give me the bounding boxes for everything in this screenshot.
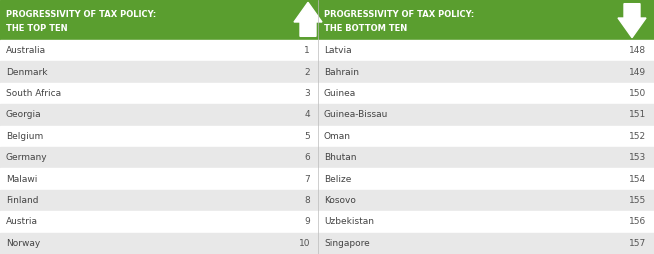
Bar: [0, 125, 318, 147]
Text: PROGRESSIVITY OF TAX POLICY:: PROGRESSIVITY OF TAX POLICY:: [6, 10, 156, 19]
Bar: [318, 190, 654, 211]
Text: 9: 9: [304, 217, 310, 226]
Bar: [0, 40, 318, 61]
Text: Belgium: Belgium: [6, 132, 43, 141]
Text: 8: 8: [304, 196, 310, 205]
Text: 6: 6: [304, 153, 310, 162]
Text: 148: 148: [629, 46, 646, 55]
Text: 149: 149: [629, 68, 646, 77]
Text: Uzbekistan: Uzbekistan: [324, 217, 374, 226]
Polygon shape: [618, 4, 646, 38]
Text: Guinea-Bissau: Guinea-Bissau: [324, 110, 388, 119]
Bar: [318, 147, 654, 168]
Bar: [318, 61, 654, 83]
Text: Singapore: Singapore: [324, 239, 370, 248]
Text: 4: 4: [304, 110, 310, 119]
Text: Denmark: Denmark: [6, 68, 48, 77]
Bar: [0, 211, 318, 233]
Bar: [0, 147, 318, 168]
Text: 155: 155: [628, 196, 646, 205]
Text: Guinea: Guinea: [324, 89, 356, 98]
Bar: [318, 168, 654, 190]
Text: Kosovo: Kosovo: [324, 196, 356, 205]
Text: 2: 2: [304, 68, 310, 77]
Bar: [0, 168, 318, 190]
Text: Germany: Germany: [6, 153, 48, 162]
Bar: [318, 233, 654, 254]
Text: Oman: Oman: [324, 132, 351, 141]
Bar: [0, 61, 318, 83]
Text: 154: 154: [629, 174, 646, 184]
Text: 1: 1: [304, 46, 310, 55]
Bar: [0, 190, 318, 211]
Text: Belize: Belize: [324, 174, 351, 184]
Bar: [318, 125, 654, 147]
Bar: [0, 0, 318, 40]
Text: Norway: Norway: [6, 239, 41, 248]
Text: THE BOTTOM TEN: THE BOTTOM TEN: [324, 24, 407, 33]
Bar: [0, 83, 318, 104]
Text: 3: 3: [304, 89, 310, 98]
Text: Malawi: Malawi: [6, 174, 37, 184]
Bar: [318, 104, 654, 125]
Bar: [0, 104, 318, 125]
Text: Australia: Australia: [6, 46, 46, 55]
Text: PROGRESSIVITY OF TAX POLICY:: PROGRESSIVITY OF TAX POLICY:: [324, 10, 474, 19]
Text: 157: 157: [628, 239, 646, 248]
Text: 10: 10: [298, 239, 310, 248]
Text: THE TOP TEN: THE TOP TEN: [6, 24, 67, 33]
Text: Finland: Finland: [6, 196, 39, 205]
Text: 152: 152: [629, 132, 646, 141]
Text: 151: 151: [628, 110, 646, 119]
Text: 153: 153: [628, 153, 646, 162]
Text: Bhutan: Bhutan: [324, 153, 356, 162]
Bar: [318, 40, 654, 61]
Bar: [318, 211, 654, 233]
Text: 150: 150: [628, 89, 646, 98]
Bar: [318, 83, 654, 104]
Text: Bahrain: Bahrain: [324, 68, 359, 77]
Text: 7: 7: [304, 174, 310, 184]
Text: Austria: Austria: [6, 217, 38, 226]
Text: South Africa: South Africa: [6, 89, 61, 98]
Text: Latvia: Latvia: [324, 46, 352, 55]
Text: Georgia: Georgia: [6, 110, 42, 119]
Text: 156: 156: [628, 217, 646, 226]
Text: 5: 5: [304, 132, 310, 141]
Polygon shape: [294, 2, 322, 36]
Bar: [318, 0, 654, 40]
Bar: [0, 233, 318, 254]
